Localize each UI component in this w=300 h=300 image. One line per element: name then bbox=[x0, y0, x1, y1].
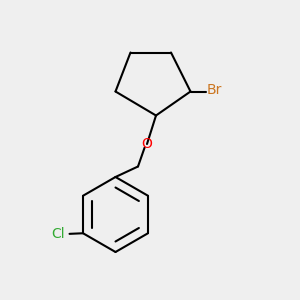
Text: O: O bbox=[142, 137, 152, 151]
Text: Cl: Cl bbox=[51, 227, 65, 241]
Text: Br: Br bbox=[207, 83, 222, 97]
